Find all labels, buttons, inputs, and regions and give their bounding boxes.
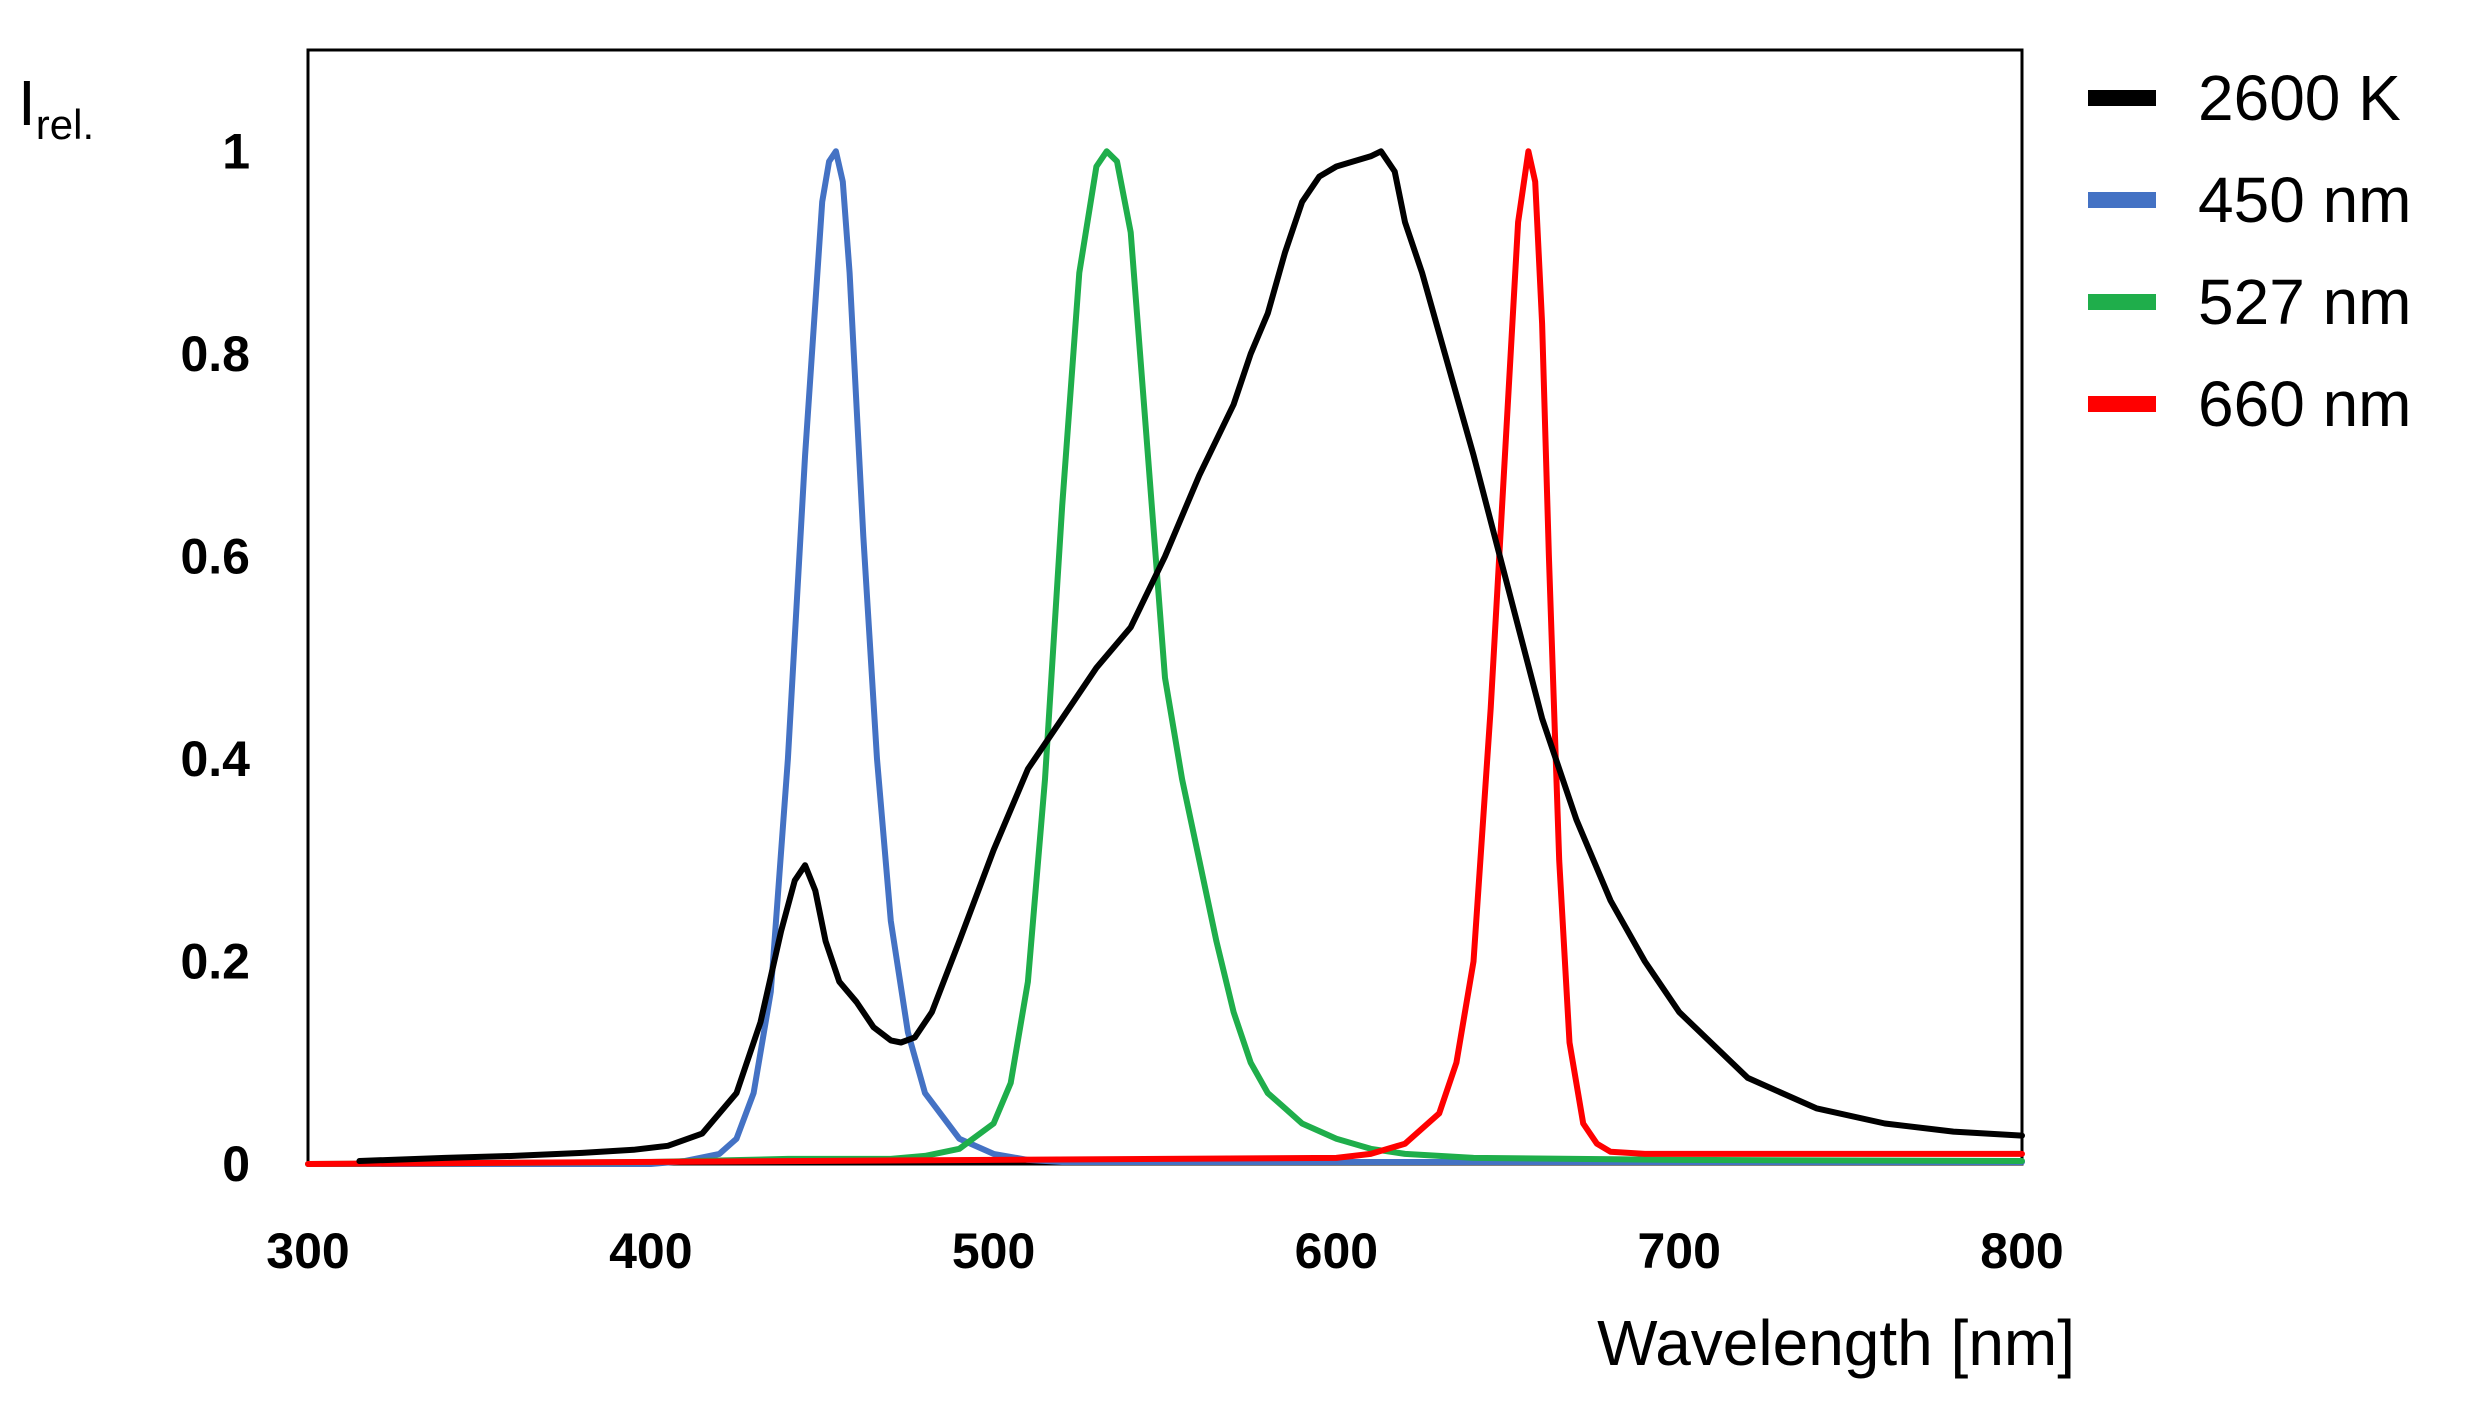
y-tick-labels: 0 0.2 0.4 0.6 0.8 1 [180,123,250,1192]
x-tick-label: 600 [1295,1223,1378,1279]
legend-swatch-450-nm [2088,192,2156,208]
series-line-527-nm [305,148,2025,1167]
series-line-660-nm [305,148,2025,1167]
y-tick-label: 0 [222,1136,250,1192]
y-axis-title: Irel. [18,67,94,148]
legend-label-2600-k: 2600 K [2198,62,2401,134]
series-line-2600-k [356,148,2025,1164]
y-tick-label: 0.4 [180,731,250,787]
x-tick-label: 800 [1980,1223,2063,1279]
legend-label-660-nm: 660 nm [2198,368,2411,440]
x-axis-title: Wavelength [nm] [1597,1307,2075,1379]
series-layer [305,148,2025,1167]
legend-swatch-2600-k [2088,90,2156,106]
y-tick-label: 0.2 [180,934,250,990]
x-tick-label: 400 [609,1223,692,1279]
legend-label-450-nm: 450 nm [2198,164,2411,236]
y-tick-label: 0.8 [180,326,250,382]
x-tick-label: 300 [266,1223,349,1279]
legend-swatch-660-nm [2088,396,2156,412]
legend-label-527-nm: 527 nm [2198,266,2411,338]
y-axis-title-subscript: rel. [36,101,94,148]
y-tick-label: 0.6 [180,528,250,584]
x-tick-label: 700 [1637,1223,1720,1279]
y-tick-label: 1 [222,123,250,179]
x-tick-labels: 300 400 500 600 700 800 [266,1223,2063,1279]
plot-area-frame [306,48,2024,1166]
x-tick-label: 500 [952,1223,1035,1279]
legend-swatch-527-nm [2088,294,2156,310]
legend: 2600 K 450 nm 527 nm 660 nm [2088,62,2411,440]
y-axis-title-main: I [18,67,36,139]
